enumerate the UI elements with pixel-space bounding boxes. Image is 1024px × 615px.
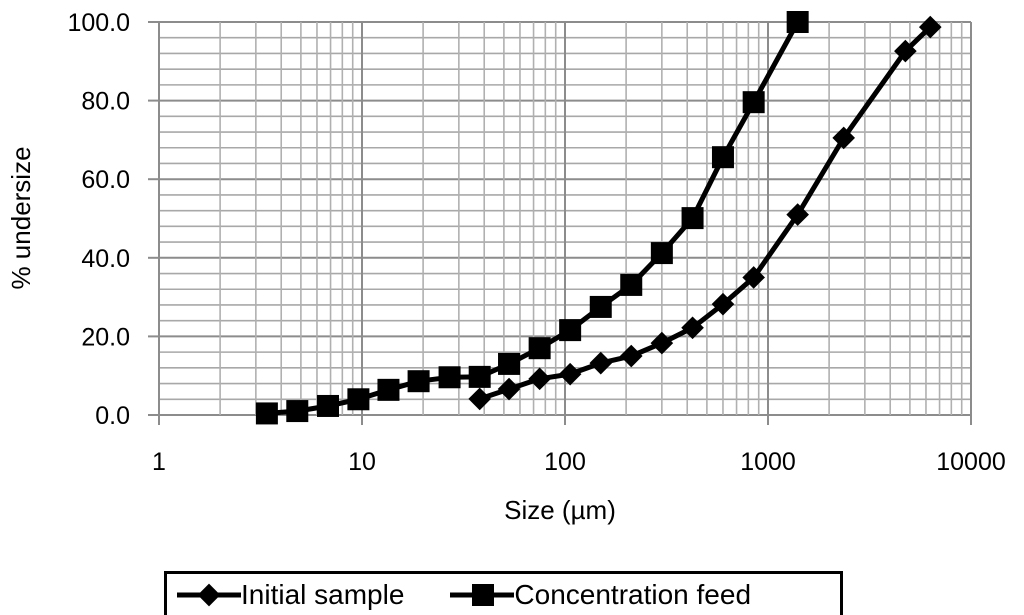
data-point-diamond xyxy=(497,377,521,401)
data-point-diamond xyxy=(619,344,643,368)
legend-item-concentration-feed: Concentration feed xyxy=(450,579,751,611)
data-point-square xyxy=(377,378,400,401)
data-point-square xyxy=(286,400,309,423)
legend-label: Initial sample xyxy=(241,578,405,610)
y-tick-label: 80.0 xyxy=(81,88,130,116)
data-point-diamond xyxy=(558,362,582,386)
data-point-square xyxy=(498,352,521,375)
data-point-diamond xyxy=(589,351,613,375)
y-tick-label: 60.0 xyxy=(81,166,130,194)
series-layer xyxy=(255,11,942,425)
data-point-square xyxy=(528,337,551,360)
y-tick-label: 100.0 xyxy=(67,9,130,37)
y-axis-title: % undersize xyxy=(6,146,36,289)
x-axis-title: Size (µm) xyxy=(504,495,616,525)
data-point-square xyxy=(559,319,582,342)
data-point-square xyxy=(255,402,278,425)
legend: Initial sample Concentration feed xyxy=(164,571,843,615)
data-point-diamond xyxy=(711,292,735,316)
data-point-diamond xyxy=(468,387,492,411)
y-tick-label: 0.0 xyxy=(95,402,130,430)
x-tick-label: 1000 xyxy=(740,448,796,476)
grid xyxy=(158,21,972,416)
data-point-square xyxy=(711,146,734,169)
data-point-diamond xyxy=(681,316,704,340)
y-tick-label: 40.0 xyxy=(81,245,130,273)
axes xyxy=(148,21,972,425)
diamond-marker-icon xyxy=(177,583,241,606)
legend-item-initial-sample: Initial sample xyxy=(177,579,404,611)
data-point-square xyxy=(786,11,809,33)
data-point-diamond xyxy=(528,367,551,391)
data-point-square xyxy=(650,242,673,265)
data-point-diamond xyxy=(650,331,674,355)
y-tick-label: 20.0 xyxy=(81,323,130,351)
square-marker-icon xyxy=(450,583,515,606)
x-tick-labels: 1 10 100 1000 10000 xyxy=(152,448,1006,476)
y-tick-labels: 0.0 20.0 40.0 60.0 80.0 100.0 xyxy=(67,9,130,430)
x-tick-label: 10 xyxy=(348,448,376,476)
data-point-square xyxy=(438,366,461,389)
x-tick-label: 10000 xyxy=(936,448,1006,476)
data-point-square xyxy=(742,91,765,114)
data-point-square xyxy=(407,370,430,393)
legend-label: Concentration feed xyxy=(514,578,752,610)
x-tick-label: 1 xyxy=(152,448,166,476)
x-tick-label: 100 xyxy=(544,448,586,476)
data-point-square xyxy=(347,388,370,411)
data-point-square xyxy=(468,365,491,388)
data-point-square xyxy=(316,394,339,417)
data-point-square xyxy=(620,273,643,296)
data-point-diamond xyxy=(742,266,765,289)
data-point-square xyxy=(589,295,612,318)
data-point-square xyxy=(681,207,704,230)
